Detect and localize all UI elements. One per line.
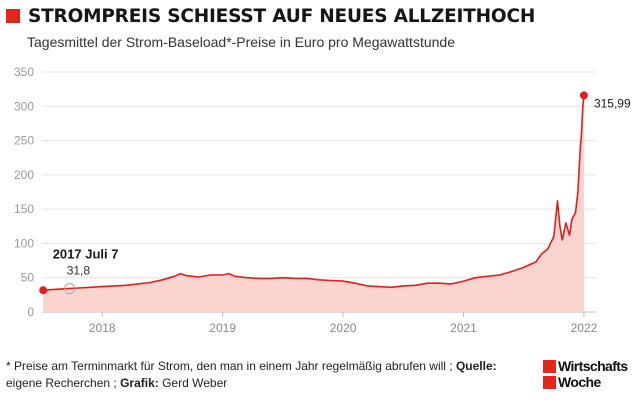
footnote: * Preise am Terminmarkt für Strom, den m… (6, 358, 526, 392)
logo-line-2: Woche (558, 374, 601, 390)
y-tick-label: 100 (14, 236, 34, 250)
source-label: Quelle: (455, 359, 497, 373)
graphic-label: Grafik: (120, 376, 159, 390)
x-tick-label: 2022 (571, 321, 598, 335)
y-tick-label: 50 (21, 271, 35, 285)
logo-square-icon (543, 375, 556, 389)
annotation-value-label: 31,8 (67, 263, 91, 277)
logo-square-icon (543, 359, 556, 373)
y-tick-label: 150 (14, 202, 34, 216)
title-row: STROMPREIS SCHIESST AUF NEUES ALLZEITHOC… (6, 5, 535, 27)
logo-line-1: Wirtschafts (558, 358, 628, 374)
x-tick-label: 2021 (450, 321, 477, 335)
annotation-date-label: 2017 Juli 7 (53, 247, 119, 262)
chart-subtitle: Tagesmittel der Strom-Baseload*-Preise i… (27, 34, 455, 50)
x-tick-label: 2019 (209, 321, 236, 335)
footnote-text: * Preise am Terminmarkt für Strom, den m… (6, 359, 456, 373)
title-marker (6, 9, 20, 23)
graphic-text: Gerd Weber (158, 376, 228, 390)
chart-title: STROMPREIS SCHIESST AUF NEUES ALLZEITHOC… (28, 5, 536, 27)
x-tick-label: 2018 (89, 321, 116, 335)
series-line (43, 95, 585, 291)
y-tick-label: 350 (14, 65, 34, 79)
source-text: eigene Recherchen ; (6, 376, 121, 390)
price-chart: 0 50 100 150 200 250 300 350 2018 2019 2020 2021 202… (14, 65, 631, 335)
y-tick-label: 200 (14, 168, 34, 182)
series-area (43, 95, 584, 312)
y-tick-label: 0 (27, 305, 34, 319)
wirtschaftswoche-logo: Wirtschafts Woche (543, 358, 633, 390)
y-tick-label: 300 (14, 99, 34, 113)
end-point (579, 91, 588, 100)
y-tick-label: 250 (14, 134, 34, 148)
end-value-label: 315,99 (594, 96, 631, 110)
x-tick-label: 2020 (330, 321, 357, 335)
start-point (39, 286, 48, 295)
